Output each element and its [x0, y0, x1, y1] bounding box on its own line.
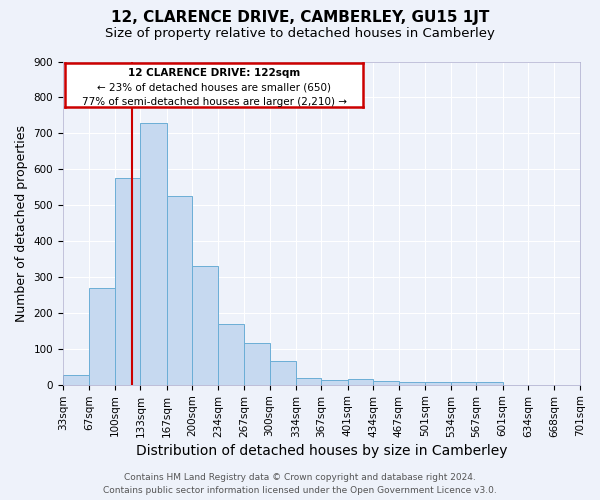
Bar	[192, 266, 218, 384]
Bar	[269, 360, 296, 384]
Y-axis label: Number of detached properties: Number of detached properties	[15, 124, 28, 322]
Text: Contains HM Land Registry data © Crown copyright and database right 2024.
Contai: Contains HM Land Registry data © Crown c…	[103, 474, 497, 495]
Bar	[140, 122, 167, 384]
Bar	[167, 196, 192, 384]
Bar	[244, 344, 269, 384]
Bar	[89, 288, 115, 384]
Bar	[399, 382, 425, 384]
Bar	[451, 382, 476, 384]
Bar	[425, 382, 451, 384]
Bar	[348, 380, 373, 384]
Bar	[476, 382, 503, 384]
Bar	[115, 178, 140, 384]
Bar	[322, 380, 348, 384]
Bar	[63, 375, 89, 384]
Bar	[373, 381, 399, 384]
Bar	[218, 324, 244, 384]
X-axis label: Distribution of detached houses by size in Camberley: Distribution of detached houses by size …	[136, 444, 507, 458]
Bar	[296, 378, 322, 384]
Text: Size of property relative to detached houses in Camberley: Size of property relative to detached ho…	[105, 28, 495, 40]
Text: 12, CLARENCE DRIVE, CAMBERLEY, GU15 1JT: 12, CLARENCE DRIVE, CAMBERLEY, GU15 1JT	[111, 10, 489, 25]
